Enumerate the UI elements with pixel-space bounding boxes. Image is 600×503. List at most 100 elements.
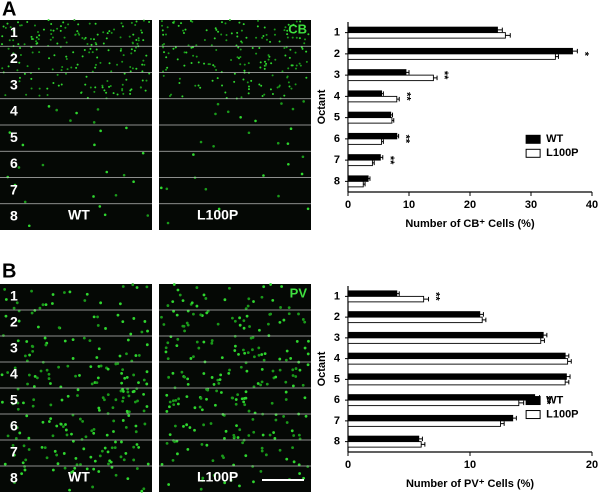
cell (224, 429, 228, 433)
cell (260, 84, 263, 87)
cell (210, 376, 214, 379)
cell (269, 40, 272, 43)
cell (278, 85, 281, 88)
cell (291, 368, 295, 372)
cell (89, 47, 92, 50)
cell (121, 396, 125, 400)
cell (135, 467, 139, 470)
cell (23, 43, 26, 46)
cell (303, 346, 307, 350)
cell (198, 405, 202, 409)
cell (185, 395, 189, 398)
cell (217, 207, 221, 211)
cell (89, 365, 93, 369)
cell (47, 372, 51, 376)
cell (248, 325, 251, 328)
cell (42, 28, 45, 31)
cell (193, 428, 196, 432)
cell (122, 458, 126, 462)
cell (62, 452, 66, 455)
cell (202, 340, 206, 344)
cell (113, 28, 116, 31)
octant-label: 2 (10, 50, 18, 66)
cell (181, 95, 184, 98)
cell (307, 33, 310, 36)
cell (266, 322, 270, 326)
cell (16, 401, 20, 405)
x-tick-label: 0 (345, 199, 351, 211)
cell (121, 285, 125, 288)
cell (92, 121, 96, 124)
cell (257, 353, 261, 357)
error-bar (565, 379, 570, 385)
cell (260, 449, 264, 453)
cell (202, 372, 206, 375)
cell (210, 341, 214, 345)
cell (190, 46, 193, 49)
cell (67, 23, 70, 26)
cell (165, 441, 169, 445)
error-bar (566, 374, 571, 379)
y-tick-label: 5 (334, 112, 340, 124)
cell (238, 484, 241, 488)
cell (212, 474, 216, 477)
cell (290, 87, 293, 90)
cell (294, 375, 298, 378)
cell (103, 446, 107, 450)
cell (244, 396, 248, 400)
cell (95, 381, 99, 385)
cell (284, 380, 288, 384)
cell (247, 434, 251, 437)
cell (56, 27, 59, 30)
cell (262, 174, 265, 177)
cell (126, 390, 130, 394)
cell (140, 29, 143, 32)
cell (288, 56, 291, 59)
cell (45, 368, 49, 372)
cell (18, 431, 22, 435)
cell (240, 397, 244, 401)
error-bar (479, 312, 484, 317)
cell (26, 65, 29, 68)
cell (291, 36, 294, 39)
cell (81, 36, 84, 39)
cell (183, 329, 186, 333)
cell (24, 458, 28, 462)
cell (183, 64, 186, 67)
cell (183, 51, 186, 54)
cell (233, 319, 237, 323)
cell (27, 436, 31, 440)
cell (251, 348, 254, 352)
cell (211, 459, 215, 463)
cell (36, 42, 39, 45)
cell (38, 34, 41, 37)
cell (23, 200, 27, 204)
cell (291, 384, 295, 388)
cell (213, 37, 216, 40)
cell (139, 86, 142, 89)
cell (165, 187, 169, 191)
cell (7, 47, 10, 50)
cell (236, 436, 240, 439)
bar (347, 420, 501, 427)
cell (257, 19, 260, 22)
cell (21, 461, 25, 465)
x-tick-label: 40 (586, 199, 598, 211)
cell (285, 457, 289, 461)
octant-label: 8 (10, 470, 18, 486)
cell (13, 366, 17, 370)
cell (306, 465, 310, 468)
cell (99, 364, 103, 368)
legend-swatch (525, 148, 541, 158)
cell (32, 398, 36, 402)
cell (51, 36, 54, 39)
cell (51, 293, 55, 296)
cell (238, 428, 242, 432)
bar (347, 69, 407, 76)
cell (123, 376, 127, 380)
cell (271, 93, 274, 96)
cell (55, 424, 59, 428)
error-bar (500, 421, 505, 426)
bar (347, 414, 514, 422)
